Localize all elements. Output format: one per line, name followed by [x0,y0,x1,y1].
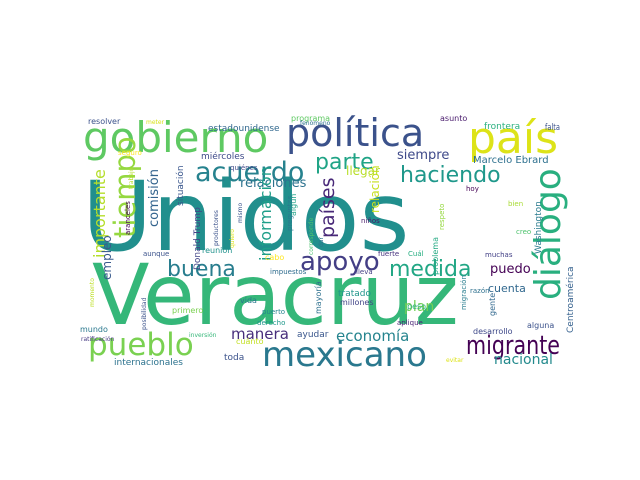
word-pais: país [468,113,558,164]
word-aranceles: aranceles [124,201,132,235]
word-ratificacion: ratificación [81,336,115,343]
word-economia: economía [336,327,409,345]
word-tiempo: tiempo [108,136,142,238]
word-puedo: puedo [490,262,531,277]
word-falta: falta [545,123,560,133]
word-millones: millones [340,298,374,307]
word-veracruz: Veracruz [92,246,459,344]
word-fenomeno: fenómeno [300,120,331,127]
word-reunion: reunión [202,245,232,255]
word-mismo: mismo [237,203,244,223]
word-frontera: frontera [484,122,520,132]
word-gobierno: gobierno [83,113,268,162]
word-mexicano: mexicano [262,335,427,375]
word-parte: parte [315,150,374,175]
word-seguro: seguro [118,149,142,157]
word-problema: problema [431,237,440,275]
word-quienes: quiénes [230,164,258,172]
word-asunto: asunto [440,114,467,123]
word-aunque: aunque [143,250,169,258]
word-corresponde: corresponde [308,217,315,255]
word-empleo: empleo [100,235,114,280]
word-cual: Cuál [408,250,424,258]
word-bien: bien [508,200,523,208]
word-mayoria: mayoría [314,281,323,314]
word-llegar: llegar [346,164,380,178]
word-cuenta: cuenta [488,282,526,295]
word-unidos: Unidos [82,161,409,273]
word-razon: razón [470,287,490,295]
word-buena: buena [167,257,236,282]
cloud-canvas [80,118,560,373]
word-centroamerica: Centroamérica [565,266,576,333]
word-muchas: muchas [485,251,513,259]
word-acuerdo: acuerdo [195,157,304,188]
word-fuerte: fuerte [378,250,399,258]
word-alguna: alguna [527,321,554,330]
word-toda: toda [224,353,244,363]
word-peso: peso [407,302,426,311]
word-productores: productores [213,210,220,246]
word-primero: primero [172,306,203,315]
word-dar: dar [318,237,325,247]
word-paises: países [317,178,339,238]
word-algun: algún [289,194,298,216]
word-marcelo-ebrard: Marcelo Ebrard [473,155,549,166]
word-cuanto: cuánto [236,337,264,346]
word-trabajo: trabajo [128,167,135,189]
word-migracion: migración [460,275,468,310]
word-respeto: respeto [438,204,446,230]
word-nacional: nacional [494,352,553,368]
word-impuestos: impuestos [270,268,307,276]
word-donald-trump: Donald Trump [193,207,203,270]
word-posibilidad: posibilidad [141,297,148,330]
word-miercoles: miércoles [201,151,245,162]
word-tratado: tratado [338,289,372,299]
word-puerto: puerto [262,308,285,316]
word-aplique: aplique [397,319,423,327]
word-relacion: relación [368,165,382,213]
word-washington: Washington [534,201,544,254]
word-internacionales: internacionales [114,358,183,368]
word-migrante: migrante [466,331,560,361]
word-comision: comisión [147,169,162,227]
word-informacion: información [256,166,275,261]
word-resolver: resolver [88,117,121,126]
word-cabo: cabo [265,253,284,262]
word-hoy: hoy [466,185,479,193]
word-desarrollo: desarrollo [473,327,513,336]
word-meter: meter [146,119,165,126]
word-ayudar: ayudar [297,330,329,340]
word-relaciones: relaciones [240,176,307,191]
word-ninos: niños [361,217,380,225]
word-dialogo: diálogo [528,168,569,300]
word-politica: política [286,111,424,155]
word-gente: gente [488,293,497,316]
word-inversion: inversión [189,332,217,339]
word-mundo: mundo [80,325,108,334]
word-programa: programa [291,114,330,123]
word-haciendo: haciendo [400,163,501,188]
word-momento: momento [89,278,96,307]
word-quiero: quiero [229,229,236,248]
word-pueblo: pueblo [88,327,194,363]
word-evitar: evitar [446,357,464,364]
word-estadounidense: estadounidense [208,124,280,134]
word-medida: medida [389,257,472,282]
word-derecho: derecho [257,319,285,327]
word-situacion: situación [175,165,186,206]
word-creo: creo [516,228,531,236]
word-lleva: lleva [356,268,373,276]
word-preguntas: preguntas [286,195,294,231]
word-manera: manera [231,325,289,343]
word-vida: vida [240,296,257,305]
word-apoyo: apoyo [300,247,380,277]
word-siempre: siempre [397,148,449,163]
word-plan: plan [404,299,434,315]
word-importante: importante [90,169,109,258]
